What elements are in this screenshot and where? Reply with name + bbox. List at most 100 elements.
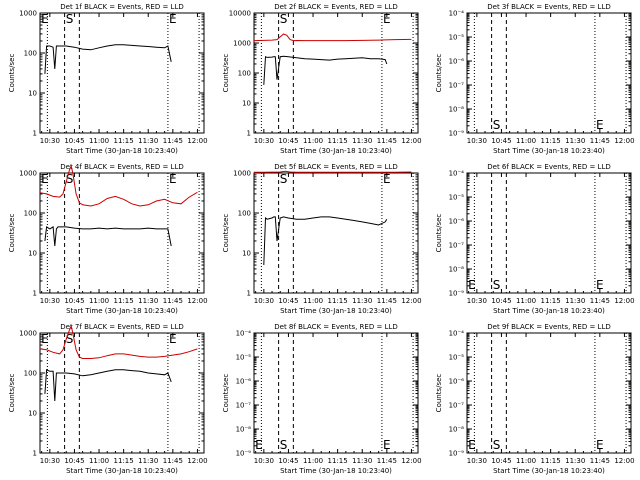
y-tick-label: 10: [28, 410, 37, 418]
x-tick-label: 11:45: [590, 297, 610, 305]
y-tick-label: 10⁻⁹: [449, 450, 465, 458]
detector-panel-3: Det 3f BLACK = Events, RED = LLD Counts/s…: [435, 3, 635, 155]
y-axis-label: Counts/sec: [8, 214, 16, 253]
y-tick-label: 1: [33, 450, 37, 458]
y-tick-label: 10⁻⁵: [449, 194, 465, 202]
x-tick-label: 11:30: [138, 137, 158, 145]
y-tick-label: 10⁻⁹: [449, 130, 465, 138]
x-tick-label: 10:30: [40, 137, 60, 145]
y-tick-label: 100: [24, 50, 37, 58]
y-tick-label: 1000: [19, 170, 37, 178]
y-tick-label: 10⁻⁸: [449, 106, 465, 114]
x-tick-label: 10:45: [64, 457, 84, 465]
y-tick-label: 10: [28, 250, 37, 258]
x-tick-label: 11:15: [541, 137, 561, 145]
panel-title: Det 8f BLACK = Events, RED = LLD: [274, 323, 397, 331]
x-tick-label: 11:00: [516, 457, 536, 465]
x-tick-label: 10:30: [40, 297, 60, 305]
marker-e: E: [383, 172, 391, 186]
marker-e: E: [169, 12, 177, 26]
x-tick-label: 11:45: [377, 137, 397, 145]
plot-frame: [466, 172, 632, 294]
x-tick-label: 10:30: [254, 137, 274, 145]
y-axis-label: Counts/sec: [8, 54, 16, 93]
x-tick-label: 11:30: [565, 137, 585, 145]
panel-title: Det 5f BLACK = Events, RED = LLD: [274, 163, 397, 171]
panel-title: Det 7f BLACK = Events, RED = LLD: [60, 323, 183, 331]
y-tick-label: 10⁻⁶: [449, 58, 465, 66]
x-tick-label: 11:30: [352, 457, 372, 465]
y-tick-label: 1: [33, 290, 37, 298]
marker-e: E: [255, 438, 263, 452]
plot-frame: [39, 172, 205, 294]
marker-e: E: [468, 278, 476, 292]
x-tick-label: 10:45: [491, 457, 511, 465]
x-tick-label: 10:30: [467, 457, 487, 465]
y-tick-label: 1000: [19, 10, 37, 18]
marker-e: E: [41, 172, 49, 186]
x-tick-label: 10:30: [254, 457, 274, 465]
y-tick-label: 100: [238, 210, 251, 218]
detector-panel-5: Det 5f BLACK = Events, RED = LLD Counts/s…: [222, 163, 422, 315]
x-axis-label: Start Time (30-Jan-18 10:23:40): [66, 147, 178, 155]
y-tick-label: 10⁻⁶: [449, 218, 465, 226]
marker-e: E: [596, 118, 604, 132]
series-events: [44, 226, 172, 247]
panel-title: Det 4f BLACK = Events, RED = LLD: [60, 163, 183, 171]
marker-e: E: [596, 278, 604, 292]
x-tick-label: 11:00: [303, 297, 323, 305]
y-tick-label: 100: [24, 370, 37, 378]
x-axis-label: Start Time (30-Jan-18 10:23:40): [66, 467, 178, 475]
x-tick-label: 12:00: [187, 137, 207, 145]
x-tick-label: 11:00: [516, 297, 536, 305]
detector-panel-1: Det 1f BLACK = Events, RED = LLD Counts/s…: [8, 3, 208, 155]
x-tick-label: 11:30: [352, 137, 372, 145]
marker-e: E: [383, 12, 391, 26]
marker-s: S: [66, 12, 74, 26]
series-lld: [39, 324, 198, 359]
plot-frame: [466, 332, 632, 454]
y-tick-label: 100: [24, 210, 37, 218]
y-tick-label: 10: [28, 90, 37, 98]
y-tick-label: 10⁻⁵: [236, 354, 252, 362]
x-tick-label: 11:15: [541, 297, 561, 305]
y-tick-label: 10⁻⁴: [236, 330, 252, 338]
x-tick-label: 11:30: [138, 457, 158, 465]
y-tick-label: 10⁻⁷: [449, 82, 465, 90]
x-tick-label: 12:00: [614, 137, 634, 145]
x-tick-label: 11:00: [89, 137, 109, 145]
x-tick-label: 11:15: [114, 297, 134, 305]
x-axis-label: Start Time (30-Jan-18 10:23:40): [493, 307, 605, 315]
y-tick-label: 10⁻⁵: [449, 34, 465, 42]
y-tick-label: 100: [238, 70, 251, 78]
x-tick-label: 10:45: [491, 137, 511, 145]
x-tick-label: 11:30: [352, 297, 372, 305]
series-events: [263, 55, 388, 85]
x-tick-label: 10:30: [254, 297, 274, 305]
x-tick-label: 11:45: [590, 137, 610, 145]
y-tick-label: 10⁻⁴: [449, 330, 465, 338]
x-tick-label: 12:00: [401, 137, 421, 145]
x-tick-label: 11:15: [328, 137, 348, 145]
x-tick-label: 11:00: [89, 457, 109, 465]
x-tick-label: 10:30: [467, 137, 487, 145]
x-tick-label: 10:45: [491, 297, 511, 305]
x-tick-label: 12:00: [187, 297, 207, 305]
y-tick-label: 1000: [19, 330, 37, 338]
series-lld: [254, 170, 412, 173]
y-tick-label: 10⁻⁸: [449, 266, 465, 274]
x-tick-label: 11:45: [377, 457, 397, 465]
y-tick-label: 10⁻⁹: [449, 290, 465, 298]
detector-panel-7: Det 7f BLACK = Events, RED = LLD Counts/s…: [8, 323, 208, 475]
x-tick-label: 11:30: [138, 297, 158, 305]
y-tick-label: 10000: [229, 10, 251, 18]
x-tick-label: 11:15: [114, 137, 134, 145]
series-lld: [39, 164, 198, 207]
x-tick-label: 11:00: [303, 457, 323, 465]
marker-s: S: [493, 278, 501, 292]
x-tick-label: 10:45: [64, 137, 84, 145]
x-tick-label: 10:30: [467, 297, 487, 305]
x-tick-label: 10:45: [278, 137, 298, 145]
x-tick-label: 11:45: [163, 137, 183, 145]
